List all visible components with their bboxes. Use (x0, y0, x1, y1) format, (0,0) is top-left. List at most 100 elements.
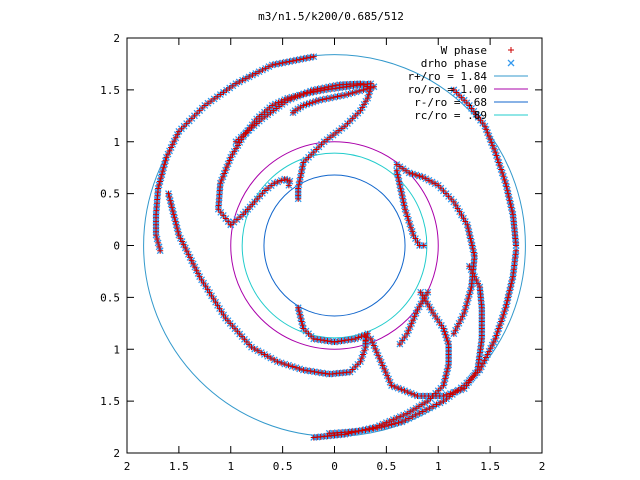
w-point (398, 386, 405, 393)
w-point (330, 132, 337, 139)
w-point (363, 334, 370, 341)
w-point (436, 319, 443, 326)
w-point (315, 97, 322, 104)
w-point (218, 177, 225, 184)
w-point (459, 313, 466, 320)
x-tick-label: 0.5 (376, 460, 396, 473)
w-point (327, 95, 334, 102)
w-point (404, 410, 411, 417)
w-point (462, 306, 469, 313)
w-point (334, 338, 341, 345)
x-tick-label: 2 (539, 460, 546, 473)
w-point (505, 290, 512, 297)
w-point (454, 323, 461, 330)
w-point (334, 93, 341, 100)
w-point (304, 367, 311, 374)
w-point (229, 82, 236, 89)
w-point (399, 337, 406, 344)
w-point (227, 221, 234, 228)
w-point (465, 225, 472, 232)
w-point (267, 355, 274, 362)
w-point (370, 425, 377, 432)
w-point (191, 112, 198, 119)
w-point (379, 362, 386, 369)
w-point (336, 84, 343, 91)
w-point (163, 154, 170, 161)
w-point (393, 161, 400, 168)
w-point (297, 315, 304, 322)
w-point (414, 239, 421, 246)
w-point (412, 235, 419, 242)
w-point (388, 382, 395, 389)
w-point (193, 267, 200, 274)
w-point (204, 100, 211, 107)
w-point (347, 83, 354, 90)
w-point (475, 114, 482, 121)
w-point (285, 182, 292, 189)
w-point (249, 121, 256, 128)
w-point (495, 325, 502, 332)
x-tick-label: 0 (331, 460, 338, 473)
w-point (161, 161, 168, 168)
w-point (226, 157, 233, 164)
w-point (399, 195, 406, 202)
w-point (411, 391, 418, 398)
w-point (366, 426, 373, 433)
w-point (503, 301, 510, 308)
w-point (499, 315, 506, 322)
w-point (403, 209, 410, 216)
w-point (171, 138, 178, 145)
w-point (458, 94, 465, 101)
w-point (440, 392, 447, 399)
w-point (426, 304, 433, 311)
w-point (271, 356, 278, 363)
w-point (386, 418, 393, 425)
w-point (463, 99, 470, 106)
w-point (470, 373, 477, 380)
w-point (419, 408, 426, 415)
w-point (252, 70, 259, 77)
legend-label: drho phase (421, 57, 487, 70)
w-point (223, 87, 230, 94)
w-point (421, 399, 428, 406)
w-point (461, 97, 468, 104)
w-point (319, 96, 326, 103)
w-point (456, 92, 462, 99)
w-point (168, 204, 175, 211)
w-point (276, 60, 283, 67)
w-point (299, 322, 306, 329)
w-point (302, 156, 309, 163)
w-point (397, 185, 404, 192)
w-point (321, 138, 328, 145)
w-point (385, 422, 392, 429)
w-point (483, 126, 490, 133)
w-point (285, 362, 292, 369)
w-point (397, 413, 404, 420)
w-point (361, 101, 368, 108)
y-tick-label: 0.5 (100, 291, 120, 304)
y-tick-label: 2 (113, 32, 120, 45)
w-point (318, 370, 325, 377)
w-point (500, 311, 507, 318)
w-point (175, 228, 182, 235)
w-point (393, 415, 400, 422)
w-point (422, 175, 429, 182)
w-point (218, 308, 225, 315)
w-point (425, 177, 432, 184)
w-point (507, 284, 514, 290)
w-point (158, 171, 165, 178)
w-point (281, 361, 288, 368)
w-point (156, 243, 163, 250)
w-point (168, 201, 175, 207)
w-point (296, 56, 303, 63)
w-point (208, 98, 215, 105)
w-point (396, 178, 403, 185)
w-point (492, 335, 499, 342)
w-point (223, 164, 230, 171)
w-point (153, 232, 160, 239)
w-point (385, 375, 392, 382)
w-point (500, 173, 507, 180)
w-point (466, 232, 473, 239)
w-point (443, 391, 450, 398)
w-point (272, 100, 279, 107)
